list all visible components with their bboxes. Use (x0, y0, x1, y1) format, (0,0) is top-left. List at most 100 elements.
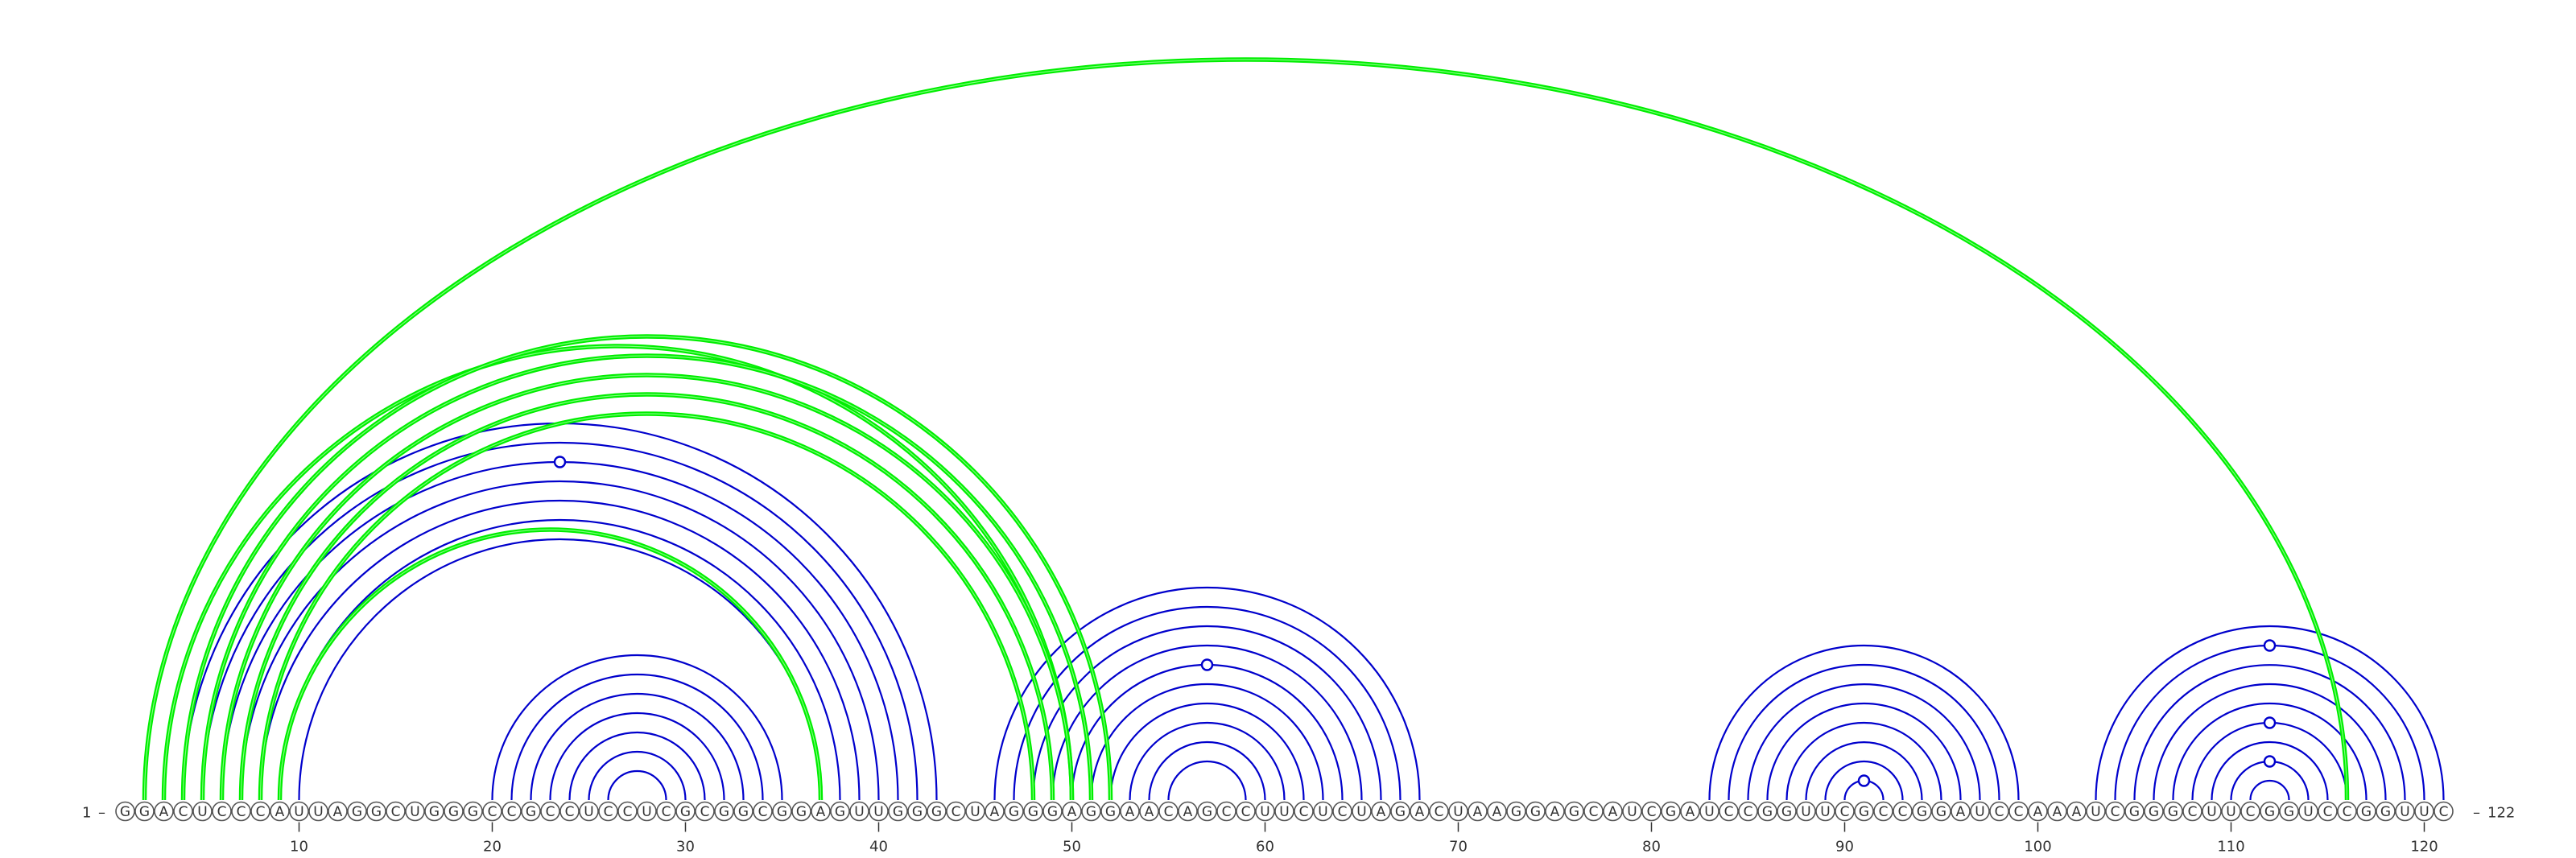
green-base-pair-arc-2-116 (142, 57, 2350, 801)
nucleotide-letter-46: A (990, 804, 1000, 820)
nucleotide-letter-30: G (680, 804, 691, 820)
nucleotide-letter-29: C (662, 804, 671, 820)
nucleotide-13: G (347, 801, 367, 822)
green-base-pair-arc-5-51 (200, 353, 1094, 801)
nucleotide-62: C (1294, 801, 1314, 822)
nucleotide-letter-93: C (1898, 804, 1908, 820)
gu-wobble-marker-6-41 (553, 456, 567, 468)
position-tick-80: 80 (1642, 822, 1661, 856)
nucleotide-121: C (2434, 801, 2454, 822)
gu-wobble-marker-108-116 (2263, 716, 2277, 729)
nucleotide-letter-107: G (2168, 804, 2178, 820)
nucleotide-letter-64: C (1338, 804, 1348, 820)
nucleotide-69: C (1429, 801, 1449, 822)
nucleotide-letter-18: G (448, 804, 459, 820)
nucleotide-letter-104: C (2111, 804, 2120, 820)
nucleotide-letter-101: A (2053, 804, 2062, 820)
nucleotide-3: A (154, 801, 174, 822)
nucleotide-102: A (2066, 801, 2087, 822)
nucleotide-letter-74: G (1530, 804, 1541, 820)
nucleotide-68: A (1410, 801, 1430, 822)
nucleotide-letter-28: U (642, 804, 651, 820)
nucleotide-85: C (1738, 801, 1758, 822)
green-base-pair-arc-3-50 (161, 344, 1075, 801)
end-position-label: 122 (2487, 805, 2515, 822)
blue-base-pair-arc-51-63 (1090, 683, 1324, 801)
nucleotide-37: A (811, 801, 831, 822)
nucleotide-50: A (1062, 801, 1082, 822)
blue-base-pair-arc-88-94 (1805, 740, 1923, 801)
nucleotide-116: C (2337, 801, 2357, 822)
blue-base-pair-arc-53-61 (1129, 721, 1286, 801)
position-tick-90: 90 (1835, 822, 1854, 856)
blue-base-pair-arc-25-30 (588, 750, 687, 801)
nucleotide-letter-5: U (197, 804, 207, 820)
nucleotide-111: C (2240, 801, 2260, 822)
blue-base-pair-arc-21-34 (510, 673, 764, 801)
tick-label-40: 40 (869, 839, 888, 856)
nucleotide-letter-87: G (1781, 804, 1792, 820)
nucleotide-letter-22: G (526, 804, 536, 820)
blue-base-pair-arc-26-29 (607, 769, 667, 801)
nucleotide-letter-50: A (1067, 804, 1077, 820)
nucleotide-1: G (115, 801, 135, 822)
nucleotide-41: G (888, 801, 908, 822)
blue-base-pair-arc-105-119 (2133, 663, 2406, 801)
nucleotide-28: U (637, 801, 657, 822)
blue-base-pair-arc-24-31 (568, 731, 706, 801)
nucleotide-47: G (1004, 801, 1024, 822)
nucleotide-letter-94: G (1917, 804, 1927, 820)
nucleotide-letter-42: G (912, 804, 923, 820)
nucleotide-letter-61: U (1279, 804, 1289, 820)
nucleotide-letter-9: A (275, 804, 285, 820)
nucleotide-letter-113: G (2284, 804, 2294, 820)
nucleotide-45: U (965, 801, 985, 822)
nucleotide-letter-16: U (410, 804, 419, 820)
nucleotide-letter-11: U (313, 804, 323, 820)
blue-base-pair-arc-83-99 (1708, 644, 2020, 801)
nucleotide-letter-62: C (1299, 804, 1309, 820)
nucleotide-88: U (1796, 801, 1816, 822)
tick-label-80: 80 (1642, 839, 1661, 856)
nucleotide-letter-57: G (1202, 804, 1212, 820)
position-tick-60: 60 (1256, 822, 1274, 856)
nucleotide-63: U (1313, 801, 1333, 822)
nucleotide-letter-2: G (139, 804, 150, 820)
position-tick-40: 40 (869, 822, 888, 856)
position-tick-20: 20 (483, 822, 502, 856)
nucleotide-letter-27: C (623, 804, 633, 820)
nucleotide-93: C (1893, 801, 1913, 822)
nucleotide-78: A (1603, 801, 1623, 822)
nucleotide-letter-79: U (1627, 804, 1637, 820)
nucleotide-letter-73: G (1511, 804, 1521, 820)
nucleotide-letter-54: A (1145, 804, 1154, 820)
blue-base-pair-arc-8-39 (259, 499, 861, 801)
nucleotide-92: C (1873, 801, 1893, 822)
nucleotide-81: G (1661, 801, 1681, 822)
nucleotide-94: G (1912, 801, 1932, 822)
nucleotide-letter-110: U (2226, 804, 2235, 820)
nucleotide-6: C (212, 801, 232, 822)
nucleotide-120: U (2414, 801, 2434, 822)
nucleotide-107: G (2163, 801, 2183, 822)
position-tick-10: 10 (290, 822, 308, 856)
nucleotide-16: U (405, 801, 425, 822)
arcs-layer (142, 57, 2445, 801)
nucleotide-letter-109: U (2207, 804, 2216, 820)
nucleotide-letter-34: C (758, 804, 768, 820)
blue-base-pair-arc-85-97 (1747, 683, 1981, 801)
nucleotide-letter-56: A (1183, 804, 1193, 820)
nucleotide-44: C (946, 801, 966, 822)
nucleotide-105: G (2124, 801, 2145, 822)
nucleotide-34: C (753, 801, 773, 822)
nucleotide-letter-116: C (2343, 804, 2352, 820)
nucleotide-letter-89: U (1820, 804, 1830, 820)
nucleotide-8: C (250, 801, 270, 822)
nucleotide-35: G (772, 801, 792, 822)
nucleotide-9: A (270, 801, 290, 822)
nucleotide-112: G (2260, 801, 2280, 822)
green-base-pair-arc-7-49 (238, 392, 1055, 801)
nucleotide-76: G (1564, 801, 1584, 822)
nucleotide-letter-118: G (2380, 804, 2391, 820)
